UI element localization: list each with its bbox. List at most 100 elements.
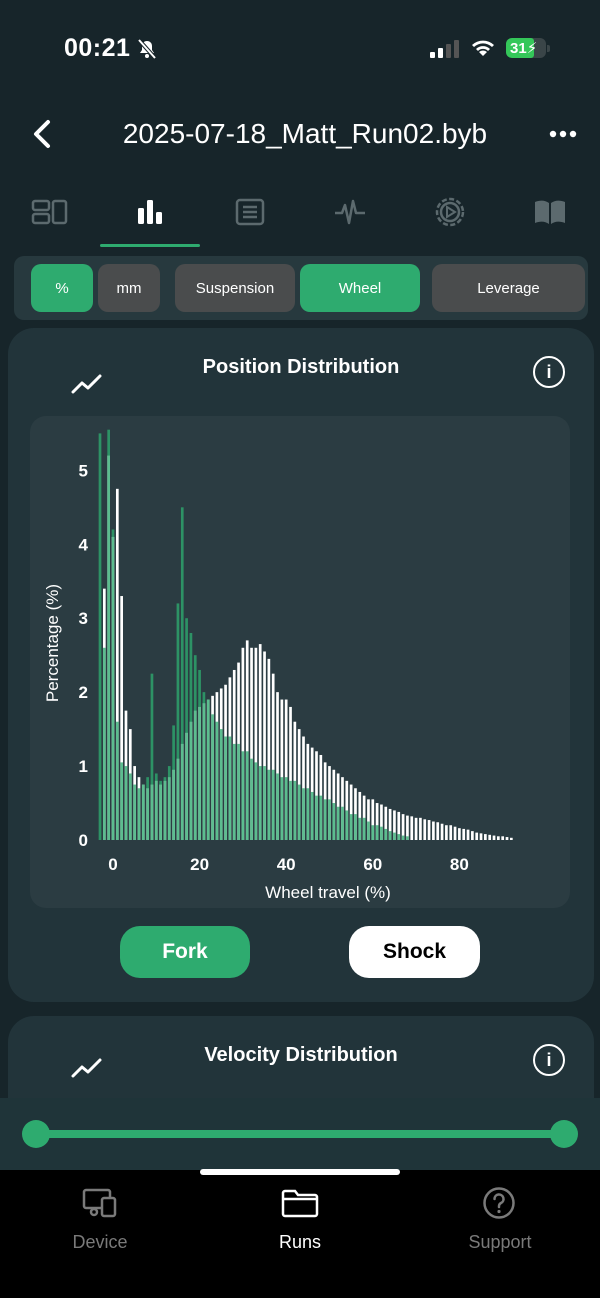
fork-bar bbox=[254, 762, 258, 840]
fork-bar bbox=[384, 828, 388, 840]
nav-runs[interactable]: Runs bbox=[200, 1170, 400, 1298]
nav-device[interactable]: Device bbox=[0, 1170, 200, 1298]
battery-level: 31 bbox=[510, 40, 527, 57]
waveform-icon bbox=[335, 199, 365, 225]
fork-bar bbox=[397, 834, 401, 840]
fork-bar bbox=[133, 784, 136, 840]
fork-bar bbox=[202, 692, 206, 840]
chip-wheel[interactable]: Wheel bbox=[300, 264, 420, 312]
status-bar: 00:21 31⚡ bbox=[0, 0, 600, 100]
status-time: 00:21 bbox=[64, 34, 131, 62]
chip-mm[interactable]: mm bbox=[98, 264, 160, 312]
tab-settings[interactable] bbox=[400, 180, 500, 244]
shock-bar bbox=[254, 647, 258, 840]
fork-bar bbox=[276, 773, 279, 840]
info-icon[interactable]: i bbox=[533, 1044, 565, 1076]
chip-leverage[interactable]: Leverage bbox=[432, 264, 585, 312]
view-tabs bbox=[0, 180, 600, 248]
shock-bar bbox=[462, 828, 466, 840]
shock-bar bbox=[497, 836, 500, 840]
fork-bar bbox=[250, 758, 253, 840]
shock-bar bbox=[362, 795, 366, 840]
fork-bar bbox=[388, 831, 392, 840]
fork-bar bbox=[215, 721, 219, 840]
help-icon bbox=[483, 1187, 515, 1219]
fork-bar bbox=[358, 817, 362, 840]
fork-bar bbox=[315, 795, 318, 840]
shock-bar bbox=[401, 814, 405, 840]
shock-bar bbox=[466, 829, 470, 840]
shock-bar bbox=[445, 825, 448, 840]
shock-bar bbox=[367, 799, 370, 840]
shock-bar bbox=[115, 488, 119, 840]
x-axis-label: Wheel travel (%) bbox=[265, 883, 391, 902]
shock-bar bbox=[432, 821, 435, 840]
device-icon bbox=[82, 1188, 117, 1218]
fork-bar bbox=[319, 795, 323, 840]
chip-percent[interactable]: % bbox=[31, 264, 93, 312]
nav-support[interactable]: Support bbox=[400, 1170, 600, 1298]
shock-bar bbox=[479, 833, 483, 840]
shock-bar bbox=[120, 596, 123, 840]
fork-bar bbox=[115, 721, 119, 840]
wifi-icon bbox=[472, 40, 494, 56]
y-tick-label: 1 bbox=[79, 757, 88, 776]
y-tick-label: 3 bbox=[79, 609, 88, 628]
shock-bar bbox=[427, 820, 431, 840]
fork-bar bbox=[141, 784, 145, 840]
card-title: Velocity Distribution bbox=[204, 1044, 398, 1066]
shock-bar bbox=[505, 837, 509, 840]
tab-list[interactable] bbox=[200, 180, 300, 244]
shock-bar bbox=[393, 810, 396, 840]
tab-histogram[interactable] bbox=[100, 180, 200, 244]
tab-summary[interactable] bbox=[0, 180, 100, 244]
y-tick-label: 5 bbox=[79, 461, 88, 480]
chip-suspension[interactable]: Suspension bbox=[175, 264, 295, 312]
shock-bar bbox=[471, 831, 474, 840]
info-icon[interactable]: i bbox=[533, 356, 565, 388]
shock-bar bbox=[315, 751, 318, 840]
x-tick-label: 20 bbox=[190, 855, 209, 874]
fork-bar bbox=[150, 673, 154, 840]
fork-bar bbox=[302, 788, 305, 840]
tab-waveform[interactable] bbox=[300, 180, 400, 244]
shock-bar bbox=[276, 692, 279, 840]
fork-bar bbox=[284, 777, 288, 840]
fork-bar bbox=[401, 835, 405, 840]
more-icon[interactable] bbox=[548, 124, 578, 144]
bell-slash-icon bbox=[137, 38, 157, 60]
tab-docs[interactable] bbox=[500, 180, 600, 244]
range-handle-right[interactable] bbox=[550, 1120, 578, 1148]
trend-icon[interactable] bbox=[70, 372, 104, 396]
fork-bar bbox=[219, 729, 223, 840]
fork-bar bbox=[98, 433, 102, 840]
fork-bar bbox=[206, 699, 210, 840]
x-tick-label: 60 bbox=[363, 855, 382, 874]
fork-bar bbox=[289, 780, 292, 840]
shock-bar bbox=[250, 647, 253, 840]
fork-bar bbox=[167, 766, 171, 840]
fork-bar bbox=[306, 788, 310, 840]
fork-bar bbox=[280, 777, 284, 840]
bar-chart-icon bbox=[138, 200, 162, 224]
fork-bar bbox=[172, 725, 175, 840]
fork-bar bbox=[102, 647, 106, 840]
fork-bar bbox=[128, 773, 132, 840]
range-slider-bar bbox=[0, 1098, 600, 1170]
home-indicator bbox=[200, 1169, 400, 1175]
fork-bar bbox=[146, 777, 149, 840]
fork-bar bbox=[393, 832, 396, 840]
shock-bar bbox=[440, 823, 444, 840]
fork-bar bbox=[349, 814, 353, 840]
range-slider[interactable] bbox=[0, 1098, 600, 1170]
back-chevron-icon[interactable] bbox=[28, 116, 58, 152]
fork-toggle[interactable]: Fork bbox=[120, 926, 250, 978]
shock-toggle[interactable]: Shock bbox=[349, 926, 480, 978]
fork-bar bbox=[310, 791, 314, 840]
range-handle-left[interactable] bbox=[22, 1120, 50, 1148]
shock-bar bbox=[449, 825, 453, 840]
fork-bar bbox=[263, 766, 266, 840]
trend-icon[interactable] bbox=[70, 1056, 104, 1080]
shock-bar bbox=[258, 644, 262, 840]
fork-bar bbox=[245, 751, 249, 840]
